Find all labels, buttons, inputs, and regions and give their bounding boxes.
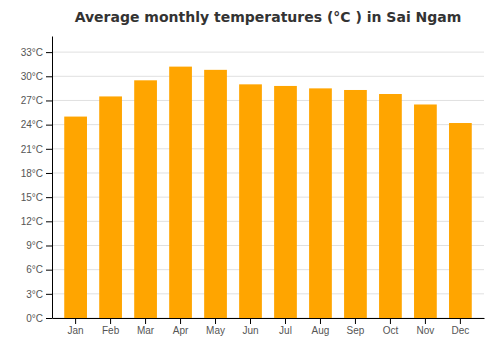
bars <box>64 67 472 318</box>
y-tick-mark <box>46 318 52 319</box>
x-tick-mark <box>215 318 216 324</box>
x-tick-label: Dec <box>451 325 469 336</box>
y-tick-label: 0°C <box>26 313 43 324</box>
bar <box>169 67 192 318</box>
x-tick-label: Oct <box>383 325 399 336</box>
x-tick-mark <box>180 318 181 324</box>
x-tick: Jun <box>242 318 258 336</box>
y-tick-label: 21°C <box>21 144 43 155</box>
x-tick: Sep <box>347 318 365 336</box>
bar <box>309 88 332 318</box>
x-tick-label: Mar <box>137 325 155 336</box>
x-tick-label: Sep <box>347 325 365 336</box>
bar <box>204 70 227 318</box>
x-tick-label: Jul <box>279 325 292 336</box>
y-tick-label: 27°C <box>21 95 43 106</box>
x-tick-mark <box>460 318 461 324</box>
y-tick-mark <box>46 125 52 126</box>
y-tick-label: 12°C <box>21 216 43 227</box>
title: Average monthly temperatures (°C ) in Sa… <box>75 9 462 25</box>
y-tick-label: 15°C <box>21 192 43 203</box>
y-tick-label: 30°C <box>21 71 43 82</box>
x-tick-label: Feb <box>102 325 120 336</box>
y-axis: 0°C 3°C 6°C 9°C 12°C 15°C 18°C 21°C 24°C 27°C 30°C… <box>21 37 53 324</box>
y-tick-label: 33°C <box>21 47 43 58</box>
x-tick: Feb <box>102 318 120 336</box>
x-tick-mark <box>285 318 286 324</box>
y-tick: 33°C <box>21 47 52 58</box>
x-tick-label: Jun <box>242 325 258 336</box>
y-tick: 30°C <box>21 71 52 82</box>
x-tick-label: Apr <box>173 325 189 336</box>
x-axis: Jan Feb Mar Apr May Jun Jul Aug Sep Oct Nov Dec <box>53 318 485 336</box>
y-tick: 9°C <box>26 240 52 251</box>
x-tick: Oct <box>383 318 399 336</box>
x-tick: Nov <box>417 318 435 336</box>
x-tick-mark <box>320 318 321 324</box>
y-tick: 27°C <box>21 95 52 106</box>
bar <box>449 123 472 318</box>
bar <box>99 96 122 318</box>
plot: 0°C 3°C 6°C 9°C 12°C 15°C 18°C 21°C 24°C 27°C 30°C… <box>21 37 485 337</box>
y-tick-mark <box>46 197 52 198</box>
x-tick-label: Jan <box>68 325 84 336</box>
y-tick: 24°C <box>21 119 52 130</box>
x-tick-label: Aug <box>312 325 330 336</box>
y-tick-label: 18°C <box>21 168 43 179</box>
x-tick-label: Nov <box>417 325 435 336</box>
bar <box>274 86 297 318</box>
x-tick-mark <box>75 318 76 324</box>
x-tick-mark <box>390 318 391 324</box>
x-tick: Mar <box>137 318 155 336</box>
y-tick-mark <box>46 173 52 174</box>
y-tick-label: 9°C <box>26 240 43 251</box>
x-tick: Dec <box>451 318 469 336</box>
y-tick-mark <box>46 76 52 77</box>
y-tick: 3°C <box>26 289 52 300</box>
grid-line <box>52 76 484 77</box>
x-tick-mark <box>355 318 356 324</box>
y-tick-mark <box>46 221 52 222</box>
x-tick-mark <box>145 318 146 324</box>
y-axis-line <box>52 37 53 319</box>
x-tick-mark <box>425 318 426 324</box>
grid-line <box>52 52 484 53</box>
bar <box>379 94 402 318</box>
y-tick-mark <box>46 245 52 246</box>
y-tick: 21°C <box>21 144 52 155</box>
x-tick: May <box>206 318 225 336</box>
y-tick-label: 6°C <box>26 264 43 275</box>
bar <box>414 104 437 318</box>
chart: 0°C 3°C 6°C 9°C 12°C 15°C 18°C 21°C 24°C 27°C 30°C… <box>0 0 500 350</box>
x-tick-label: May <box>206 325 225 336</box>
grid <box>52 52 484 318</box>
y-tick: 18°C <box>21 168 52 179</box>
y-tick-mark <box>46 149 52 150</box>
y-tick-mark <box>46 100 52 101</box>
x-tick: Jan <box>68 318 84 336</box>
y-tick: 12°C <box>21 216 52 227</box>
x-tick-mark <box>110 318 111 324</box>
y-tick-label: 24°C <box>21 119 43 130</box>
x-tick-mark <box>250 318 251 324</box>
y-tick-label: 3°C <box>26 289 43 300</box>
x-tick: Aug <box>312 318 330 336</box>
y-tick-mark <box>46 270 52 271</box>
y-tick: 6°C <box>26 264 52 275</box>
bar <box>239 84 262 318</box>
x-tick: Jul <box>279 318 292 336</box>
y-tick-mark <box>46 52 52 53</box>
x-tick: Apr <box>173 318 189 336</box>
y-tick: 0°C <box>26 313 52 324</box>
bar <box>344 90 367 318</box>
bar <box>134 80 157 318</box>
y-tick: 15°C <box>21 192 52 203</box>
x-axis-line <box>53 318 485 319</box>
y-tick-mark <box>46 294 52 295</box>
bar <box>64 117 87 318</box>
